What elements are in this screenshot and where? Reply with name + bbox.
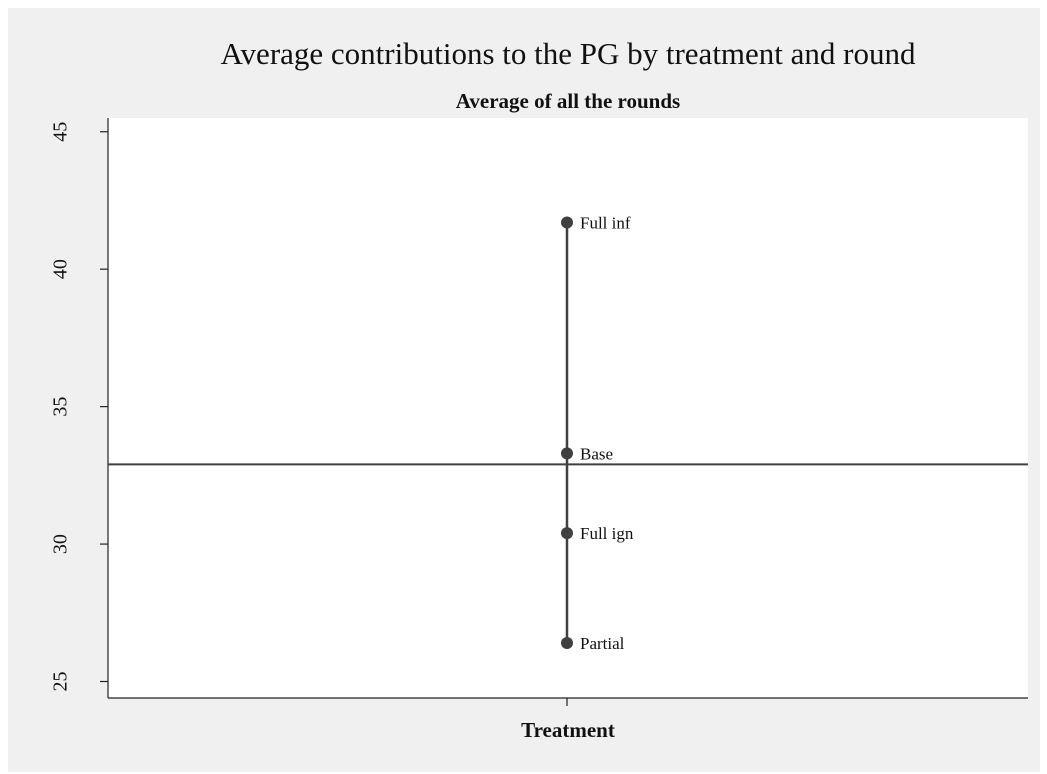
y-tick-label: 45 bbox=[50, 122, 72, 142]
chart-title: Average contributions to the PG by treat… bbox=[220, 36, 916, 71]
y-tick-label: 30 bbox=[50, 534, 72, 554]
dot-label: Partial bbox=[580, 634, 625, 653]
dot-label: Base bbox=[580, 444, 613, 463]
chart-subtitle: Average of all the rounds bbox=[456, 89, 680, 113]
x-axis-title: Treatment bbox=[521, 718, 615, 742]
y-tick-label: 35 bbox=[50, 397, 72, 417]
y-tick-label: 40 bbox=[50, 259, 72, 279]
dot bbox=[561, 637, 573, 650]
y-tick-label: 25 bbox=[50, 672, 72, 692]
dot bbox=[561, 447, 573, 460]
dot-label: Full ign bbox=[580, 524, 634, 543]
dot-label: Full inf bbox=[580, 213, 631, 232]
dot bbox=[561, 216, 573, 229]
dot bbox=[561, 527, 573, 540]
